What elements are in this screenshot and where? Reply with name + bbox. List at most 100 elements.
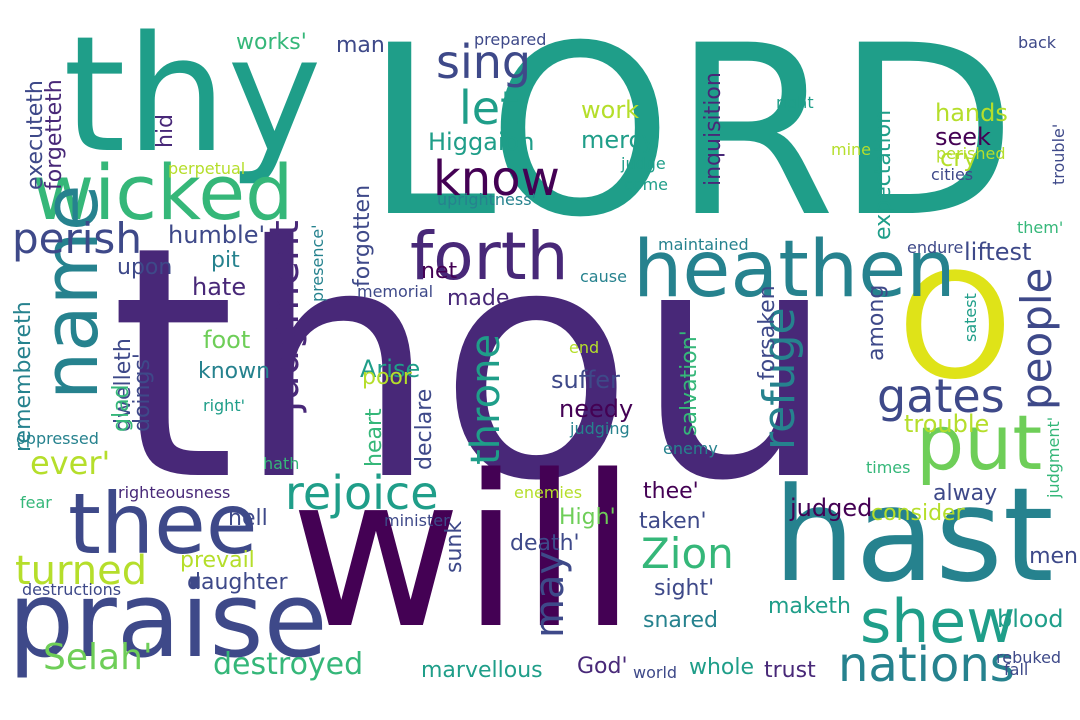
word-expectation: expectation <box>871 109 896 240</box>
word-thee2: thee' <box>643 479 699 504</box>
word-put: put <box>916 398 1043 487</box>
word-made: made <box>447 286 510 311</box>
word-presence: presence' <box>308 224 327 302</box>
word-daughter: daughter <box>187 570 288 595</box>
word-gates: gates <box>877 369 1005 423</box>
word-snared: snared <box>643 608 718 633</box>
word-net: net <box>421 259 458 284</box>
word-forgetteth: forgetteth <box>42 79 67 190</box>
word-satest: satest <box>961 293 980 342</box>
word-world: world <box>633 663 678 682</box>
word-perpetual: perpetual <box>168 159 246 178</box>
word-trouble: trouble <box>904 410 990 438</box>
word-mercy: mercy <box>581 126 656 154</box>
word-fall: fall <box>1004 660 1029 679</box>
word-perish: perish <box>12 214 142 263</box>
word-throne: throne <box>463 333 509 465</box>
word-shew: shew <box>860 587 1016 657</box>
word-thou: thou <box>110 179 837 551</box>
word-zion: Zion <box>641 529 734 578</box>
word-hast: hast <box>773 459 1054 611</box>
word-o: O <box>898 243 1013 412</box>
word-hate: hate <box>192 273 247 301</box>
word-hell: hell <box>228 506 268 531</box>
word-prepared: prepared <box>474 30 547 49</box>
word-known: known <box>198 359 271 384</box>
word-oppressed: oppressed <box>16 429 99 448</box>
word-hath: hath <box>263 454 300 473</box>
word-perished: perished <box>936 144 1006 163</box>
word-ever: ever' <box>30 444 111 482</box>
word-times: times <box>866 458 911 477</box>
word-cry: cry <box>940 144 978 172</box>
word-foot: foot <box>203 326 251 354</box>
word-wicked: wicked <box>32 148 294 237</box>
word-arise: Arise <box>360 355 421 383</box>
word-turned: turned <box>15 548 148 594</box>
word-glad: glad <box>109 384 134 432</box>
word-humble: humble' <box>168 221 266 249</box>
word-death: death' <box>510 531 580 556</box>
word-sight: sight' <box>654 576 715 601</box>
word-higgaion: Higgaion <box>428 128 535 156</box>
word-forsaken: forsaken <box>755 285 780 380</box>
word-fear: fear <box>20 493 52 512</box>
word-forgotten: forgotten <box>350 184 375 287</box>
word-them: them' <box>1017 218 1064 237</box>
word-hands: hands <box>935 99 1008 127</box>
word-pit: pit <box>211 248 240 273</box>
word-seek: seek <box>935 123 991 151</box>
word-man: man <box>336 33 385 58</box>
word-god: God' <box>577 654 628 679</box>
word-needy: needy <box>559 395 634 423</box>
word-poor: poor <box>362 365 412 390</box>
word-uprightness: uprightness' <box>437 190 536 209</box>
word-among: among <box>864 284 889 361</box>
word-memorial: memorial <box>357 282 434 301</box>
word-nations: nations <box>838 637 1015 693</box>
word-thee: thee <box>68 475 258 573</box>
word-maintained: maintained <box>658 235 749 254</box>
word-liftest: liftest <box>964 238 1032 266</box>
word-works: works' <box>236 30 307 55</box>
word-lord: LORD <box>365 0 1017 269</box>
word-upon: upon <box>117 255 173 280</box>
word-hid: hid <box>153 113 178 148</box>
word-praise: praise <box>8 559 328 681</box>
word-judgment: judgment <box>262 220 308 412</box>
word-endure: endure <box>907 238 964 257</box>
word-heathen: heathen <box>633 225 956 315</box>
word-alway: alway <box>933 481 998 506</box>
word-salvation: salvation' <box>677 330 702 436</box>
word-rejoice: rejoice <box>285 466 439 520</box>
word-right2: right' <box>203 396 245 415</box>
word-selah: Selah' <box>43 637 153 678</box>
word-people: people <box>1012 267 1061 410</box>
word-declare: declare <box>412 388 437 470</box>
word-may: may <box>527 550 573 638</box>
word-cities: cities <box>931 165 974 184</box>
word-know: know <box>433 151 560 207</box>
word-enemies: enemies <box>514 483 583 502</box>
word-blood: blood <box>997 605 1064 633</box>
word-forth: forth <box>410 218 569 295</box>
word-rebuked: rebuked <box>996 648 1062 667</box>
word-mine: mine <box>831 140 872 159</box>
word-suffer: suffer <box>551 366 620 394</box>
word-judging: judging <box>570 419 630 438</box>
word-judge: judge <box>621 154 666 173</box>
word-righteousness: righteousness <box>118 483 231 502</box>
word-men: men <box>1029 544 1078 569</box>
word-sing: sing <box>436 35 532 89</box>
word-let: let <box>459 81 519 135</box>
word-trust: trust <box>764 658 816 683</box>
word-inquisition: inquisition <box>701 72 726 186</box>
word-prevail: prevail <box>180 548 255 573</box>
word-end: end <box>569 338 600 357</box>
word-enemy: enemy <box>663 439 718 458</box>
word-destroyed: destroyed <box>213 647 364 682</box>
word-right: right <box>776 93 814 112</box>
word-maketh: maketh <box>768 594 851 619</box>
word-wil: will <box>290 430 637 675</box>
